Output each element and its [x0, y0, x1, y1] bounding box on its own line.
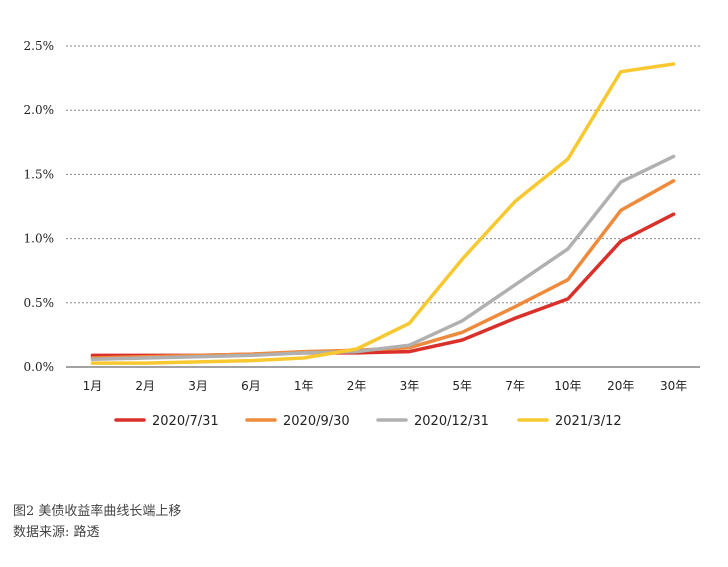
- y-tick-label: 2.0%: [24, 103, 55, 117]
- figure-caption: 图2 美债收益率曲线长端上移: [13, 504, 182, 519]
- x-tick-label: 20年: [607, 379, 634, 393]
- y-tick-label: 1.0%: [24, 232, 55, 246]
- x-tick-label: 10年: [554, 379, 581, 393]
- x-tick-label: 1年: [294, 379, 314, 393]
- x-tick-label: 5年: [452, 379, 472, 393]
- y-tick-label: 0.5%: [24, 296, 55, 310]
- yield-curve-chart: 0.0% 0.5% 1.0% 1.5% 2.0% 2.5% 1月 2月 3月 6月 1年 2年 3年 5…: [24, 39, 700, 429]
- y-tick-label: 1.5%: [24, 167, 55, 181]
- gridlines: [66, 45, 700, 368]
- legend-label: 2021/3/12: [555, 414, 622, 429]
- legend: 2020/7/31 2020/9/30 2020/12/31 2021/3/12: [114, 414, 622, 429]
- legend-label: 2020/7/31: [152, 414, 219, 429]
- series-lines: [90, 62, 676, 365]
- legend-label: 2020/12/31: [414, 414, 489, 429]
- x-tick-label: 2月: [135, 379, 155, 393]
- series-line: [90, 154, 676, 362]
- x-tick-label: 6月: [241, 379, 261, 393]
- y-tick-label: 0.0%: [24, 360, 55, 374]
- x-tick-label: 2年: [347, 379, 367, 393]
- series-line: [90, 179, 676, 360]
- x-tick-label: 7年: [505, 379, 525, 393]
- x-tick-label: 30年: [660, 379, 687, 393]
- y-tick-label: 2.5%: [24, 39, 55, 53]
- x-tick-label: 3年: [400, 379, 420, 393]
- x-tick-label: 1月: [83, 379, 103, 393]
- legend-label: 2020/9/30: [283, 414, 350, 429]
- x-axis-ticks: 1月 2月 3月 6月 1年 2年 3年 5年 7年 10年 20年 30年: [83, 379, 688, 393]
- x-tick-label: 3月: [188, 379, 208, 393]
- source-caption: 数据来源: 路透: [13, 525, 100, 540]
- y-axis-ticks: 0.0% 0.5% 1.0% 1.5% 2.0% 2.5%: [24, 39, 55, 374]
- series-line: [90, 62, 676, 365]
